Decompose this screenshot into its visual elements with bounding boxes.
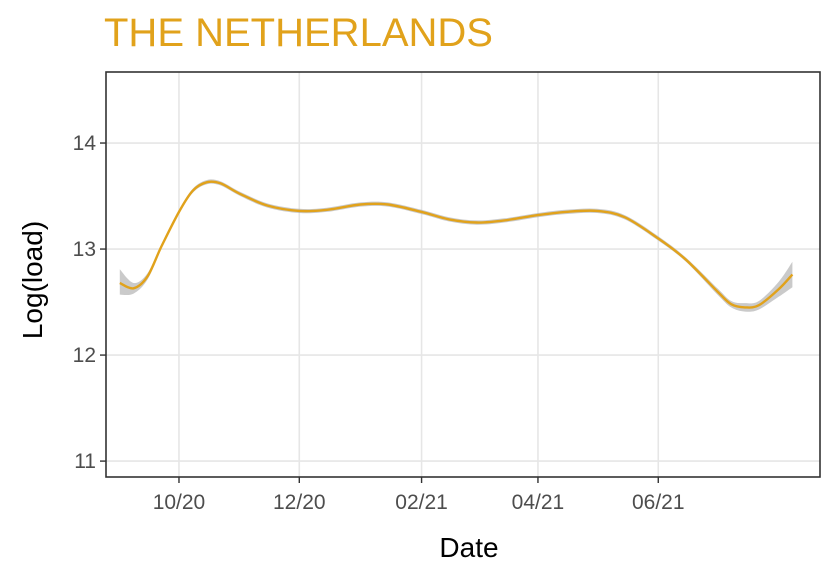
y-tick-label: 14 (73, 132, 97, 155)
y-tick-label: 13 (73, 238, 96, 261)
y-tick-label: 11 (74, 450, 96, 473)
x-axis-title: Date (439, 532, 498, 563)
x-tick-label: 04/21 (512, 491, 565, 514)
chart-title: THE NETHERLANDS (104, 11, 493, 55)
y-tick-label: 12 (73, 344, 96, 367)
panel-border (105, 71, 821, 478)
confidence-band (119, 179, 793, 312)
x-tick-label: 02/21 (395, 491, 448, 514)
y-axis-title: Log(load) (17, 221, 48, 339)
x-axis: 10/20 12/20 02/21 04/21 06/21 (153, 477, 685, 514)
y-axis: 11 12 13 14 (73, 132, 106, 473)
grid-lines (106, 72, 820, 477)
smoothed-line-layer (119, 180, 794, 309)
series-line (119, 180, 794, 309)
x-tick-label: 06/21 (632, 491, 685, 514)
confidence-band-layer (119, 179, 793, 312)
x-tick-label: 12/20 (273, 491, 326, 514)
x-tick-label: 10/20 (153, 491, 206, 514)
